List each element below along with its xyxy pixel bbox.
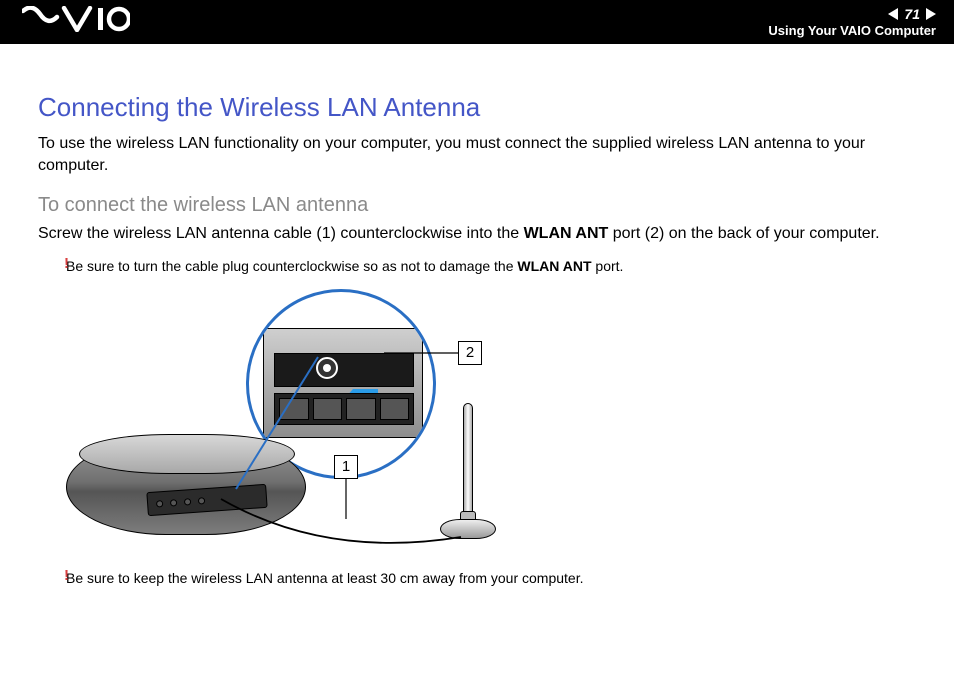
header-right: 71 Using Your VAIO Computer (768, 6, 936, 38)
note1-bold: WLAN ANT (517, 258, 591, 274)
next-page-icon[interactable] (926, 8, 936, 20)
header-bar: 71 Using Your VAIO Computer (0, 0, 954, 44)
vaio-logo-svg (22, 6, 130, 32)
antenna-mast (463, 403, 473, 513)
port (346, 398, 376, 420)
procedure-title: To connect the wireless LAN antenna (38, 194, 916, 217)
computer-top (79, 434, 295, 474)
caution-note-1: ! Be sure to turn the cable plug counter… (66, 257, 916, 275)
intro-paragraph: To use the wireless LAN functionality on… (38, 133, 916, 176)
port-dot (184, 498, 191, 505)
port-dot (156, 500, 163, 507)
step-text: Screw the wireless LAN antenna cable (1)… (38, 223, 916, 245)
note2-text: Be sure to keep the wireless LAN antenna… (66, 569, 916, 587)
port-row-lower (274, 393, 414, 425)
vaio-logo (22, 6, 130, 39)
page-title: Connecting the Wireless LAN Antenna (38, 92, 916, 123)
port (380, 398, 410, 420)
step-post: port (2) on the back of your computer. (608, 225, 879, 242)
caution-note-2: ! Be sure to keep the wireless LAN anten… (66, 569, 916, 587)
page-content: Connecting the Wireless LAN Antenna To u… (0, 44, 954, 613)
alert-icon: ! (64, 255, 69, 272)
callout-2: 2 (458, 341, 482, 365)
callout-1: 1 (334, 455, 358, 479)
prev-page-icon[interactable] (888, 8, 898, 20)
page-number: 71 (904, 6, 920, 23)
wlan-ant-port (316, 357, 338, 379)
computer-ports (146, 484, 267, 516)
port-dot (170, 499, 177, 506)
section-label: Using Your VAIO Computer (768, 23, 936, 39)
port-row-upper (274, 353, 414, 387)
antenna-base (440, 519, 496, 539)
wlan-ant-label: WLAN ANT (524, 225, 609, 242)
port (313, 398, 343, 420)
back-panel (263, 328, 423, 438)
note1-pre: Be sure to turn the cable plug countercl… (66, 258, 517, 274)
note1-text: Be sure to turn the cable plug countercl… (66, 257, 916, 275)
page-nav: 71 (768, 6, 936, 23)
computer-body (66, 439, 306, 535)
port (279, 398, 309, 420)
alert-icon: ! (64, 567, 69, 584)
note1-post: port. (592, 258, 624, 274)
port-dot (198, 497, 205, 504)
step-pre: Screw the wireless LAN antenna cable (1)… (38, 225, 524, 242)
diagram: 2 1 (66, 289, 566, 559)
